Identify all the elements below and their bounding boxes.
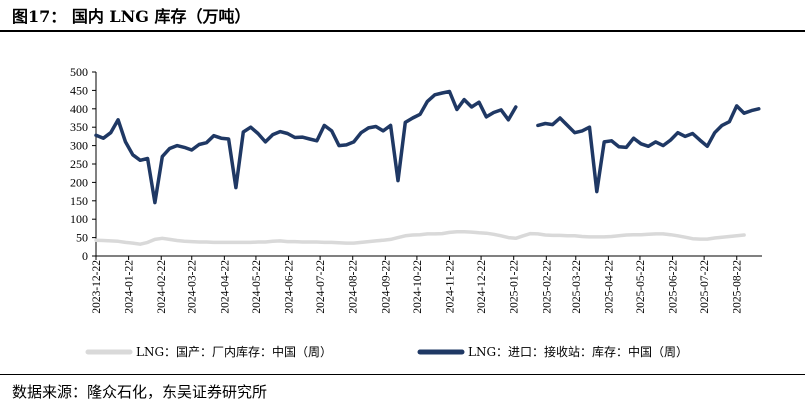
x-tick-label: 2025-05-22: [635, 260, 647, 314]
y-tick-label: 0: [82, 249, 88, 263]
x-tick-label: 2024-02-22: [156, 260, 168, 314]
x-tick-label: 2023-12-22: [91, 260, 103, 314]
y-tick-label: 350: [70, 120, 88, 134]
x-tick-label: 2025-02-22: [541, 260, 553, 314]
series-lines: [94, 89, 761, 246]
y-tick-label: 100: [70, 212, 88, 226]
y-tick-label: 400: [70, 102, 88, 116]
x-tick-label: 2024-07-22: [315, 260, 327, 314]
x-tick-label: 2024-05-22: [251, 260, 263, 314]
source-divider: [0, 374, 805, 375]
x-axis-ticks: 2023-12-22 2024-01-22 2024-02-22 2024-03-22…: [91, 256, 744, 314]
x-tick-label: 2024-01-22: [124, 260, 136, 314]
y-tick-label: 150: [70, 194, 88, 208]
y-tick-label: 50: [76, 231, 88, 245]
x-tick-label: 2024-11-22: [445, 260, 457, 313]
x-tick-label: 2024-09-22: [380, 260, 392, 314]
x-tick-label: 2024-10-22: [412, 260, 424, 314]
y-tick-label: 250: [70, 157, 88, 171]
legend-label-import: LNG：进口：接收站：库存：中国（周）: [468, 344, 688, 359]
x-tick-label: 2025-08-22: [732, 260, 744, 314]
y-axis-ticks: 0 50 100 150 200 250 300 350 400 450 500: [70, 65, 96, 263]
title-divider: [0, 30, 805, 32]
x-tick-label: 2025-01-22: [509, 260, 521, 314]
x-tick-label: 2025-07-22: [699, 260, 711, 314]
y-tick-label: 200: [70, 175, 88, 189]
figure-title: 图17： 国内 LNG 库存（万吨）: [12, 7, 251, 26]
x-tick-label: 2024-04-22: [219, 260, 231, 314]
lng-inventory-chart: 0 50 100 150 200 250 300 350 400 450 500 2023-12-2…: [70, 65, 762, 359]
series-line-import-segment-1: [94, 89, 518, 205]
y-tick-label: 500: [70, 65, 88, 79]
legend-label-domestic: LNG：国产：厂内库存：中国（周）: [136, 344, 332, 359]
legend: LNG：国产：厂内库存：中国（周） LNG：进口：接收站：库存：中国（周）: [85, 344, 688, 359]
series-line-import-segment-2: [536, 104, 761, 194]
x-tick-label: 2024-03-22: [187, 260, 199, 314]
x-tick-label: 2025-06-22: [668, 260, 680, 314]
x-tick-label: 2025-03-22: [571, 260, 583, 314]
x-tick-label: 2024-08-22: [348, 260, 360, 314]
data-source-note: 数据来源：隆众石化，东吴证券研究所: [12, 383, 268, 401]
x-tick-label: 2024-12-22: [476, 260, 488, 314]
y-tick-label: 450: [70, 83, 88, 97]
series-line-domestic: [94, 229, 746, 246]
x-tick-label: 2024-06-22: [284, 260, 296, 314]
y-tick-label: 300: [70, 139, 88, 153]
x-tick-label: 2025-04-22: [603, 260, 615, 314]
